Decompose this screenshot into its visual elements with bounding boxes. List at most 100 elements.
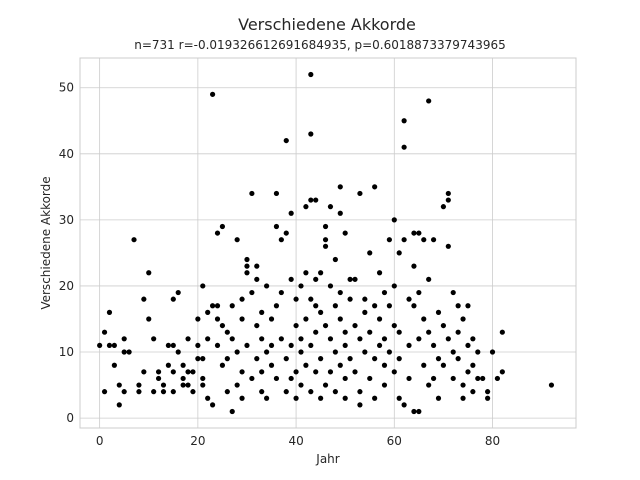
data-point [273, 223, 280, 230]
data-point [440, 362, 447, 368]
data-point [372, 303, 378, 309]
data-point [308, 131, 314, 137]
data-point [170, 296, 176, 302]
data-point [485, 389, 491, 395]
data-point [259, 369, 265, 375]
data-point [376, 342, 383, 349]
data-point [121, 349, 127, 355]
data-point [249, 289, 255, 296]
data-point [97, 342, 103, 349]
data-point [136, 389, 142, 395]
data-point [460, 395, 466, 401]
data-point [244, 263, 250, 269]
data-point [401, 144, 407, 150]
data-point [151, 336, 157, 342]
data-point [391, 322, 397, 329]
data-point [249, 190, 255, 197]
data-point [445, 190, 451, 197]
data-point [396, 329, 402, 335]
data-point [205, 395, 211, 401]
data-point [416, 289, 422, 296]
data-point [421, 362, 427, 368]
point-layer [97, 71, 555, 415]
data-point [470, 389, 476, 395]
data-point [170, 389, 176, 395]
y-tick-label: 20 [59, 279, 74, 293]
data-point [367, 250, 373, 256]
data-point [101, 389, 108, 395]
data-point [264, 395, 270, 401]
data-point [376, 270, 383, 276]
data-point [386, 349, 392, 355]
data-point [465, 369, 471, 375]
data-point [259, 336, 265, 342]
data-point [244, 342, 250, 349]
data-point [332, 349, 338, 355]
data-point [381, 362, 388, 368]
data-point [347, 356, 353, 362]
data-point [450, 289, 456, 296]
data-point [141, 296, 147, 302]
data-point [249, 375, 255, 382]
data-point [426, 276, 432, 282]
data-point [180, 382, 186, 388]
data-point [136, 382, 142, 388]
data-point [342, 395, 348, 401]
data-point [155, 369, 162, 375]
data-point [426, 382, 432, 388]
data-point [401, 237, 407, 243]
data-point [308, 389, 314, 395]
data-point [288, 276, 294, 282]
data-point [259, 309, 265, 315]
data-point [200, 356, 206, 362]
data-point [116, 402, 122, 408]
data-point [342, 329, 348, 335]
data-point [396, 250, 402, 256]
data-point [391, 217, 397, 223]
data-point [548, 382, 555, 388]
data-point [205, 336, 211, 342]
data-point [288, 342, 294, 349]
data-point [259, 389, 265, 395]
data-point [288, 210, 294, 216]
data-point [126, 349, 132, 355]
data-point [209, 91, 216, 97]
data-point [195, 356, 201, 362]
data-point [141, 369, 147, 375]
data-point [352, 322, 358, 329]
data-point [352, 276, 358, 282]
data-point [357, 402, 363, 408]
data-point [298, 336, 304, 342]
data-point [224, 356, 230, 362]
data-point [308, 342, 314, 349]
data-point [219, 362, 226, 368]
data-point [244, 256, 250, 263]
data-point [416, 336, 422, 342]
data-point [239, 316, 245, 322]
data-point [362, 349, 368, 355]
data-point [254, 322, 260, 329]
data-point [445, 243, 451, 249]
data-point [254, 356, 260, 362]
data-point [254, 263, 260, 269]
chart-title: Verschiedene Akkorde [238, 15, 416, 34]
data-point [357, 389, 363, 395]
data-point [450, 349, 456, 355]
data-point [421, 316, 427, 322]
data-point [396, 356, 402, 362]
data-point [426, 329, 432, 335]
data-point [234, 382, 240, 388]
data-point [101, 329, 108, 335]
data-point [170, 369, 176, 375]
data-point [313, 369, 319, 375]
data-point [200, 382, 206, 388]
y-tick-label: 30 [59, 213, 74, 227]
data-point [475, 375, 481, 382]
data-point [372, 395, 378, 401]
data-point [283, 230, 289, 236]
data-point [214, 303, 221, 309]
data-point [200, 375, 206, 382]
data-point [430, 342, 437, 349]
data-point [224, 329, 230, 335]
data-point [332, 256, 338, 263]
